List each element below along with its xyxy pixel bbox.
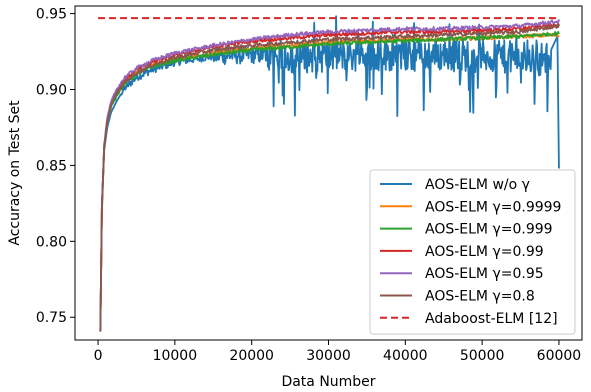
y-tick-label: 0.85 (36, 158, 67, 174)
legend-label: AOS-ELM γ=0.8 (425, 289, 535, 305)
x-tick-label: 40000 (383, 348, 428, 364)
legend-label: AOS-ELM γ=0.99 (425, 244, 544, 260)
legend-label: AOS-ELM γ=0.95 (425, 266, 544, 282)
y-axis: 0.75 0.80 0.85 0.90 0.95 (36, 7, 75, 326)
y-tick-label: 0.80 (36, 234, 67, 250)
y-tick-label: 0.90 (36, 83, 67, 99)
series-line-5 (99, 23, 560, 332)
x-tick-label: 50000 (460, 348, 505, 364)
x-axis: 0 10000 20000 30000 40000 50000 60000 (94, 340, 582, 364)
series-layer (98, 15, 560, 332)
series-line-2 (99, 30, 560, 332)
x-tick-label: 20000 (229, 348, 274, 364)
legend-box (369, 169, 576, 335)
x-tick-label: 30000 (306, 348, 351, 364)
y-tick-label: 0.95 (36, 7, 67, 23)
x-tick-label: 0 (94, 348, 103, 364)
legend-label: Adaboost-ELM [12] (425, 311, 558, 327)
legend-label: AOS-ELM γ=0.9999 (425, 199, 561, 215)
x-tick-label: 10000 (153, 348, 198, 364)
x-axis-title: Data Number (281, 374, 375, 390)
y-axis-title: Accuracy on Test Set (7, 100, 23, 246)
legend-label: AOS-ELM w/o γ (425, 177, 530, 193)
x-tick-label: 60000 (537, 348, 582, 364)
y-tick-label: 0.75 (36, 310, 67, 326)
legend: AOS-ELM w/o γ AOS-ELM γ=0.9999 AOS-ELM γ=0… (369, 169, 576, 335)
legend-label: AOS-ELM γ=0.999 (425, 222, 553, 238)
series-line-4 (99, 19, 560, 332)
